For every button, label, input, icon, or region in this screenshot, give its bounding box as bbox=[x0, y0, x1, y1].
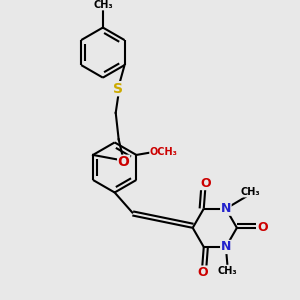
Text: N: N bbox=[221, 202, 231, 215]
Text: CH₃: CH₃ bbox=[218, 266, 237, 276]
Text: O: O bbox=[200, 177, 211, 190]
Text: CH₃: CH₃ bbox=[93, 0, 113, 10]
Text: O: O bbox=[197, 266, 208, 279]
Text: O: O bbox=[257, 221, 268, 234]
Text: CH₃: CH₃ bbox=[241, 187, 260, 197]
Text: OCH₃: OCH₃ bbox=[150, 147, 178, 157]
Text: N: N bbox=[221, 241, 231, 254]
Text: S: S bbox=[113, 82, 123, 96]
Text: O: O bbox=[118, 155, 130, 169]
